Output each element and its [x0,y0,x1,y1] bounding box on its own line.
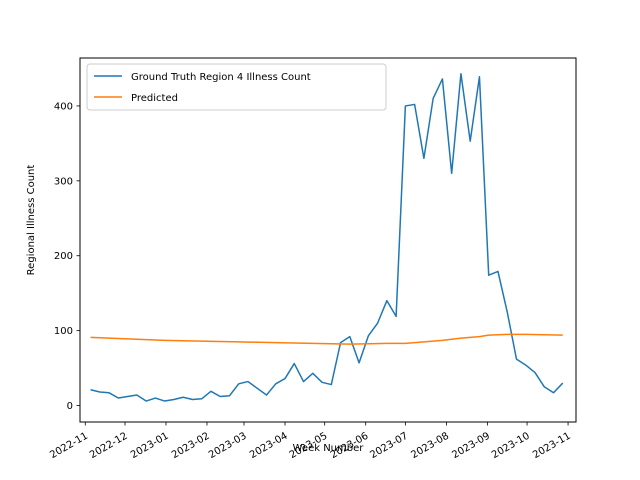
y-axis-label: Regional Illness Count [26,165,37,276]
series-line-1 [90,333,563,345]
legend-box [86,63,387,111]
x-tick-label: 2023-10 [490,431,532,461]
x-tick-label: 2023-04 [248,431,290,461]
x-tick-label: 2022-12 [88,431,130,461]
y-axis: 0 100 200 300 400 [54,101,80,412]
series-layer [90,72,564,402]
legend: Ground Truth Region 4 Illness Count Pred… [86,63,387,111]
y-tick-label: 200 [54,251,73,262]
x-tick-label: 2023-07 [368,431,410,461]
x-tick-label: 2023-11 [531,431,573,461]
x-tick-label: 2023-03 [207,431,249,461]
y-tick-label: 100 [54,326,73,337]
series-line-0 [90,72,564,402]
x-tick-label: 2022-11 [48,431,90,461]
x-tick-label: 2023-02 [170,431,212,461]
x-tick-label: 2023-01 [129,431,171,461]
x-tick-label: 2023-09 [450,431,492,461]
y-tick-label: 300 [54,176,73,187]
plot-frame [79,57,577,423]
y-tick-label: 400 [54,101,73,112]
x-tick-label: 2023-08 [409,431,451,461]
legend-label-ground-truth: Ground Truth Region 4 Illness Count [131,72,311,83]
legend-label-predicted: Predicted [131,93,178,104]
x-axis-label: Week Number [293,443,365,454]
y-tick-label: 0 [67,401,73,412]
